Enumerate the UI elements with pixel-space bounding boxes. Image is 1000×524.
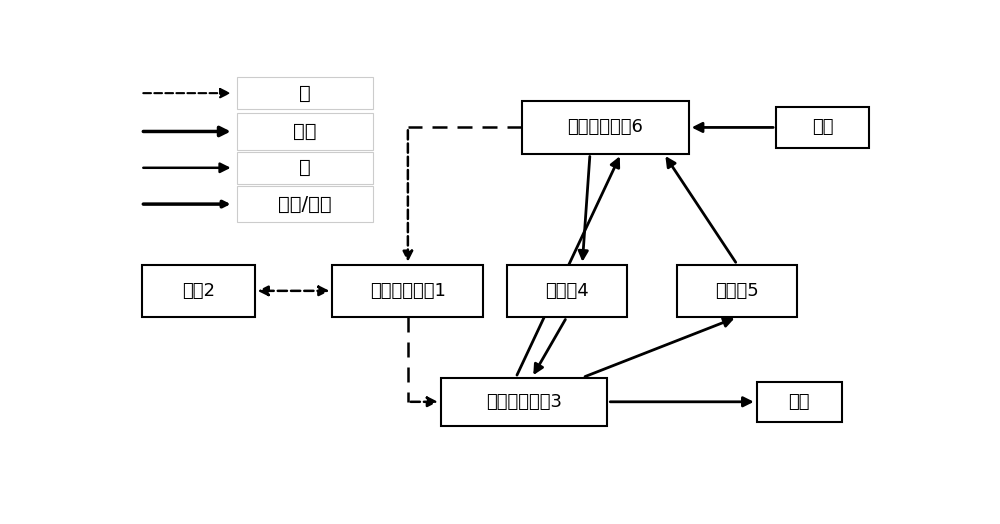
FancyBboxPatch shape xyxy=(332,265,483,317)
Text: 电: 电 xyxy=(299,84,311,103)
Text: 储水罐4: 储水罐4 xyxy=(545,282,589,300)
FancyBboxPatch shape xyxy=(776,107,869,148)
Text: 氢气: 氢气 xyxy=(293,122,317,141)
FancyBboxPatch shape xyxy=(677,265,797,317)
FancyBboxPatch shape xyxy=(237,113,373,150)
Text: 电网2: 电网2 xyxy=(182,282,215,300)
FancyBboxPatch shape xyxy=(507,265,627,317)
FancyBboxPatch shape xyxy=(237,77,373,110)
FancyBboxPatch shape xyxy=(237,186,373,222)
Text: 空气: 空气 xyxy=(812,118,833,136)
Text: 燃料电池装置6: 燃料电池装置6 xyxy=(568,118,643,136)
Text: 水: 水 xyxy=(299,158,311,177)
FancyBboxPatch shape xyxy=(237,151,373,184)
Text: 氧气: 氧气 xyxy=(788,393,810,411)
Text: 电解制氢装置3: 电解制氢装置3 xyxy=(486,393,562,411)
FancyBboxPatch shape xyxy=(522,101,689,154)
Text: 风力发电机组1: 风力发电机组1 xyxy=(370,282,446,300)
Text: 空气/氧气: 空气/氧气 xyxy=(278,194,332,214)
FancyBboxPatch shape xyxy=(757,381,842,422)
Text: 储氢罐5: 储氢罐5 xyxy=(715,282,759,300)
FancyBboxPatch shape xyxy=(441,378,607,426)
FancyBboxPatch shape xyxy=(142,265,255,317)
